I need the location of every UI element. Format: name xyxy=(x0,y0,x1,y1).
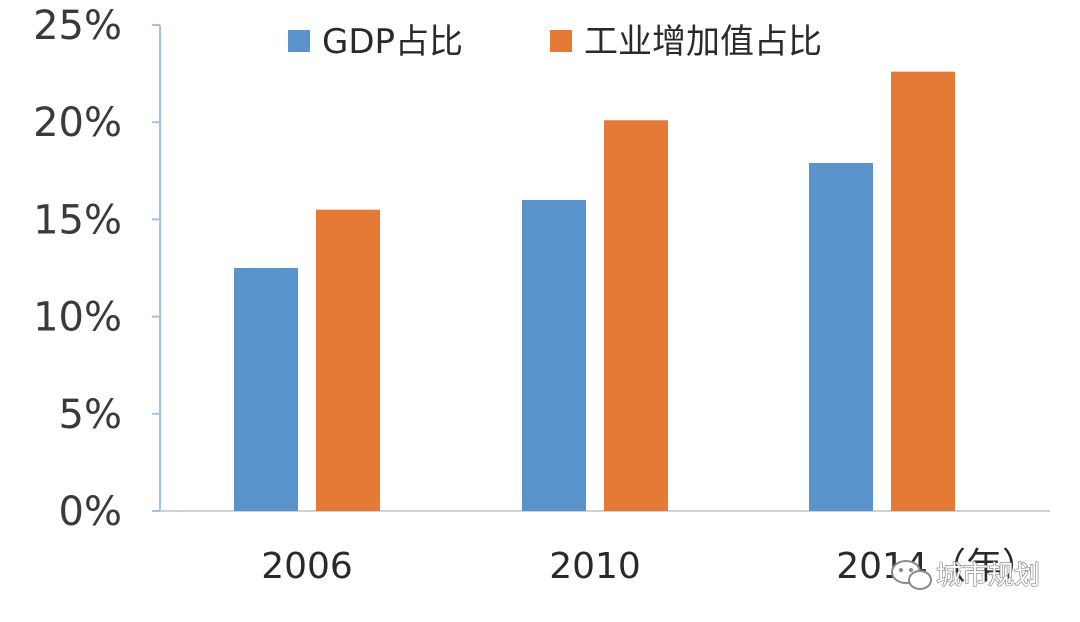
y-tick-label: 0% xyxy=(59,489,122,535)
bar-2010-series-1 xyxy=(522,199,586,511)
wechat-icon xyxy=(891,560,932,590)
y-tick-label: 25% xyxy=(33,3,122,49)
bars xyxy=(234,71,955,512)
y-tick-label: 15% xyxy=(33,197,122,243)
legend-swatch xyxy=(550,30,572,52)
x-tick-label: 2006 xyxy=(261,546,353,587)
y-tick-label: 5% xyxy=(59,392,122,438)
x-tick-label: 2010 xyxy=(549,546,641,587)
y-tick-label: 10% xyxy=(33,295,122,341)
bar-2014-series-2 xyxy=(891,71,955,511)
legend-swatch xyxy=(288,30,310,52)
bar-2014-series-1 xyxy=(809,163,873,512)
legend-label: GDP占比 xyxy=(322,22,463,62)
bar-2010-series-2 xyxy=(604,120,668,512)
bar-2006-series-1 xyxy=(234,268,298,511)
bar-2006-series-2 xyxy=(316,209,380,511)
x-axis-unit: （年） xyxy=(930,546,1038,587)
y-tick-label: 20% xyxy=(33,100,122,146)
y-tick-labels: 0% 5% 10% 15% 20% 25% xyxy=(33,3,122,535)
watermark-text: 城市规划 xyxy=(936,561,1040,591)
legend-label: 工业增加值占比 xyxy=(584,22,822,62)
watermark: 城市规划 xyxy=(891,560,1041,592)
x-tick-labels: 2006 2010 2014 xyxy=(261,546,928,587)
legend: GDP占比 工业增加值占比 xyxy=(288,22,822,62)
